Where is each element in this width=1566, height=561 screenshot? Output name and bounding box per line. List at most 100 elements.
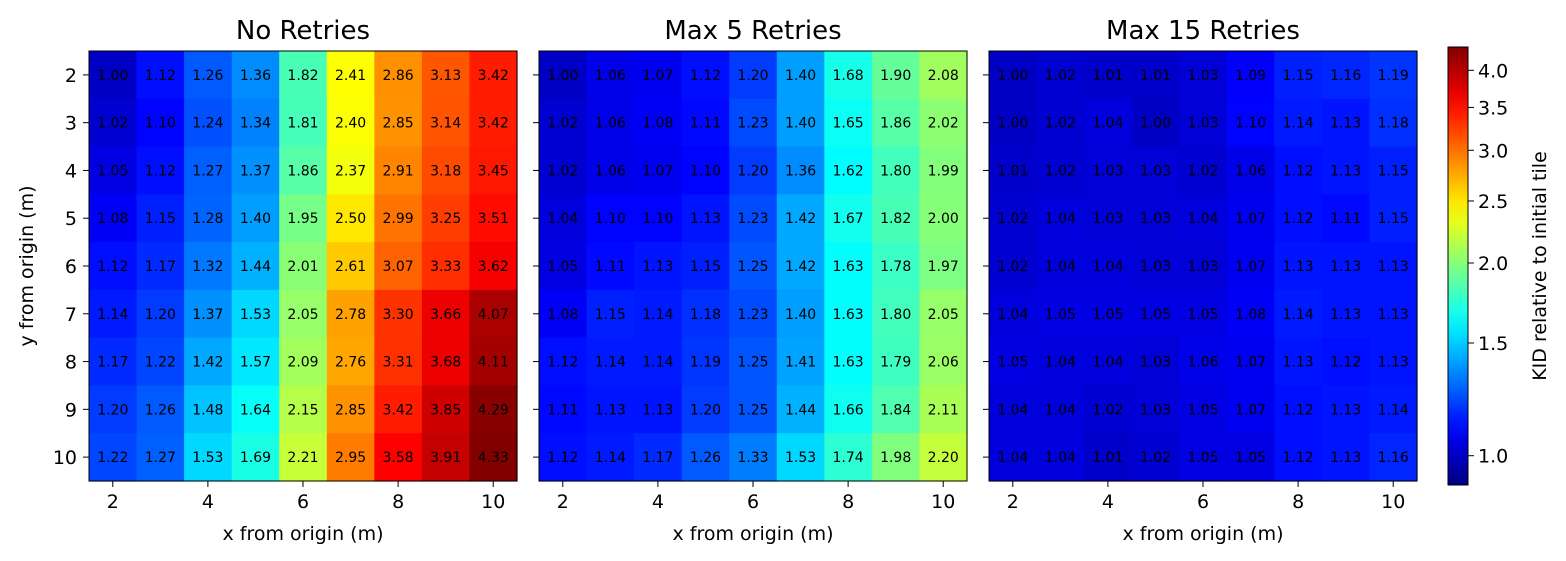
cell-value-label: 1.40 bbox=[785, 116, 816, 132]
heatmap-cell bbox=[1321, 51, 1371, 100]
heatmap-cell bbox=[279, 242, 328, 291]
heatmap-cell bbox=[279, 194, 328, 243]
heatmap-cell bbox=[469, 337, 518, 387]
cell-value-label: 1.10 bbox=[595, 211, 626, 227]
cell-value-label: 1.98 bbox=[880, 450, 911, 466]
heatmap-cell bbox=[136, 194, 185, 243]
cell-value-label: 2.41 bbox=[335, 68, 366, 84]
heatmap-cell bbox=[1274, 51, 1323, 100]
heatmap-cell bbox=[871, 51, 921, 100]
heatmap-cell bbox=[919, 433, 968, 482]
cell-value-label: 1.04 bbox=[1092, 116, 1123, 132]
cell-value-label: 3.14 bbox=[430, 116, 461, 132]
cell-value-label: 1.11 bbox=[595, 259, 626, 275]
cell-value-label: 1.14 bbox=[1283, 116, 1314, 132]
heatmap-cell bbox=[184, 51, 233, 100]
heatmap-cell bbox=[231, 98, 280, 148]
heatmap-cell bbox=[729, 385, 778, 434]
cell-value-label: 1.07 bbox=[1235, 211, 1266, 227]
heatmap-cell bbox=[469, 98, 518, 148]
x-tick-label: 6 bbox=[747, 491, 759, 513]
colorbar-tick-label: 2.5 bbox=[1478, 191, 1508, 213]
heatmap-cell bbox=[184, 385, 233, 434]
x-tick-label: 2 bbox=[1007, 491, 1019, 513]
cell-value-label: 2.15 bbox=[287, 402, 318, 418]
heatmap-cell bbox=[231, 385, 280, 434]
cell-value-label: 1.04 bbox=[1045, 402, 1076, 418]
cell-value-label: 1.06 bbox=[595, 68, 626, 84]
heatmap-cell bbox=[1036, 433, 1085, 482]
heatmap-cell bbox=[1226, 51, 1275, 100]
cell-value-label: 1.33 bbox=[737, 450, 768, 466]
cell-value-label: 2.05 bbox=[928, 307, 959, 323]
cell-value-label: 1.81 bbox=[287, 116, 318, 132]
x-axis-label: x from origin (m) bbox=[672, 523, 833, 545]
cell-value-label: 1.13 bbox=[1378, 307, 1409, 323]
cell-value-label: 1.04 bbox=[1092, 259, 1123, 275]
cell-value-label: 1.03 bbox=[1140, 402, 1171, 418]
heatmap-cell bbox=[586, 337, 635, 387]
cell-value-label: 1.04 bbox=[1045, 355, 1076, 371]
cell-value-label: 1.13 bbox=[1330, 450, 1361, 466]
heatmap-cell bbox=[1321, 98, 1371, 148]
heatmap-cell bbox=[374, 337, 423, 387]
heatmap-cell bbox=[824, 289, 873, 339]
y-tick-label: 10 bbox=[53, 447, 77, 469]
cell-value-label: 1.07 bbox=[1235, 259, 1266, 275]
cell-value-label: 3.13 bbox=[430, 68, 461, 84]
cell-value-label: 1.22 bbox=[145, 355, 176, 371]
cell-value-label: 1.10 bbox=[642, 211, 673, 227]
heatmap-cell bbox=[1131, 146, 1180, 195]
cell-value-label: 1.08 bbox=[1235, 307, 1266, 323]
heatmap-cell bbox=[326, 337, 375, 387]
cell-value-label: 1.13 bbox=[690, 211, 721, 227]
heatmap-cell bbox=[1226, 242, 1275, 291]
cell-value-label: 1.01 bbox=[1092, 450, 1123, 466]
cell-value-label: 2.78 bbox=[335, 307, 366, 323]
heatmap-cell bbox=[729, 194, 778, 243]
cell-value-label: 4.29 bbox=[478, 402, 509, 418]
heatmap-cell bbox=[729, 337, 778, 387]
heatmap-cell bbox=[634, 433, 683, 482]
heatmap-cell bbox=[1179, 51, 1228, 100]
heatmap-cell bbox=[326, 289, 375, 339]
cell-value-label: 1.04 bbox=[997, 450, 1028, 466]
heatmap-cell bbox=[374, 51, 423, 100]
cell-value-label: 1.07 bbox=[642, 163, 673, 179]
heatmap-cell bbox=[586, 433, 635, 482]
heatmap-cell bbox=[1226, 337, 1275, 387]
heatmap-cell bbox=[539, 433, 588, 482]
cell-value-label: 1.14 bbox=[642, 307, 673, 323]
heatmap-cell bbox=[539, 194, 588, 243]
cell-value-label: 1.14 bbox=[642, 355, 673, 371]
cell-value-label: 1.23 bbox=[737, 307, 768, 323]
cell-value-label: 1.13 bbox=[1283, 355, 1314, 371]
cell-value-label: 1.12 bbox=[1330, 355, 1361, 371]
cell-value-label: 1.20 bbox=[97, 402, 128, 418]
cell-value-label: 1.03 bbox=[1092, 163, 1123, 179]
cell-value-label: 4.07 bbox=[478, 307, 509, 323]
heatmap-cell bbox=[1084, 194, 1133, 243]
heatmap-cell bbox=[776, 194, 825, 243]
heatmap-cell bbox=[1036, 146, 1085, 195]
heatmap-cell bbox=[919, 194, 968, 243]
cell-value-label: 1.20 bbox=[737, 163, 768, 179]
cell-value-label: 1.25 bbox=[737, 259, 768, 275]
cell-value-label: 1.13 bbox=[1330, 402, 1361, 418]
heatmap-cell bbox=[586, 385, 635, 434]
heatmap-cell bbox=[326, 146, 375, 195]
heatmap-cell bbox=[1036, 242, 1085, 291]
cell-value-label: 1.24 bbox=[192, 116, 223, 132]
cell-value-label: 1.02 bbox=[547, 116, 578, 132]
x-axis-label: x from origin (m) bbox=[1122, 523, 1283, 545]
heatmap-cell bbox=[469, 51, 518, 100]
heatmap-cell bbox=[1179, 242, 1228, 291]
heatmap-cell bbox=[871, 242, 921, 291]
cell-value-label: 2.05 bbox=[287, 307, 318, 323]
heatmap-cell bbox=[89, 194, 138, 243]
cell-value-label: 2.20 bbox=[928, 450, 959, 466]
heatmap-cell bbox=[89, 337, 138, 387]
cell-value-label: 1.27 bbox=[192, 163, 223, 179]
heatmap-cell bbox=[634, 289, 683, 339]
cell-value-label: 1.40 bbox=[240, 211, 271, 227]
